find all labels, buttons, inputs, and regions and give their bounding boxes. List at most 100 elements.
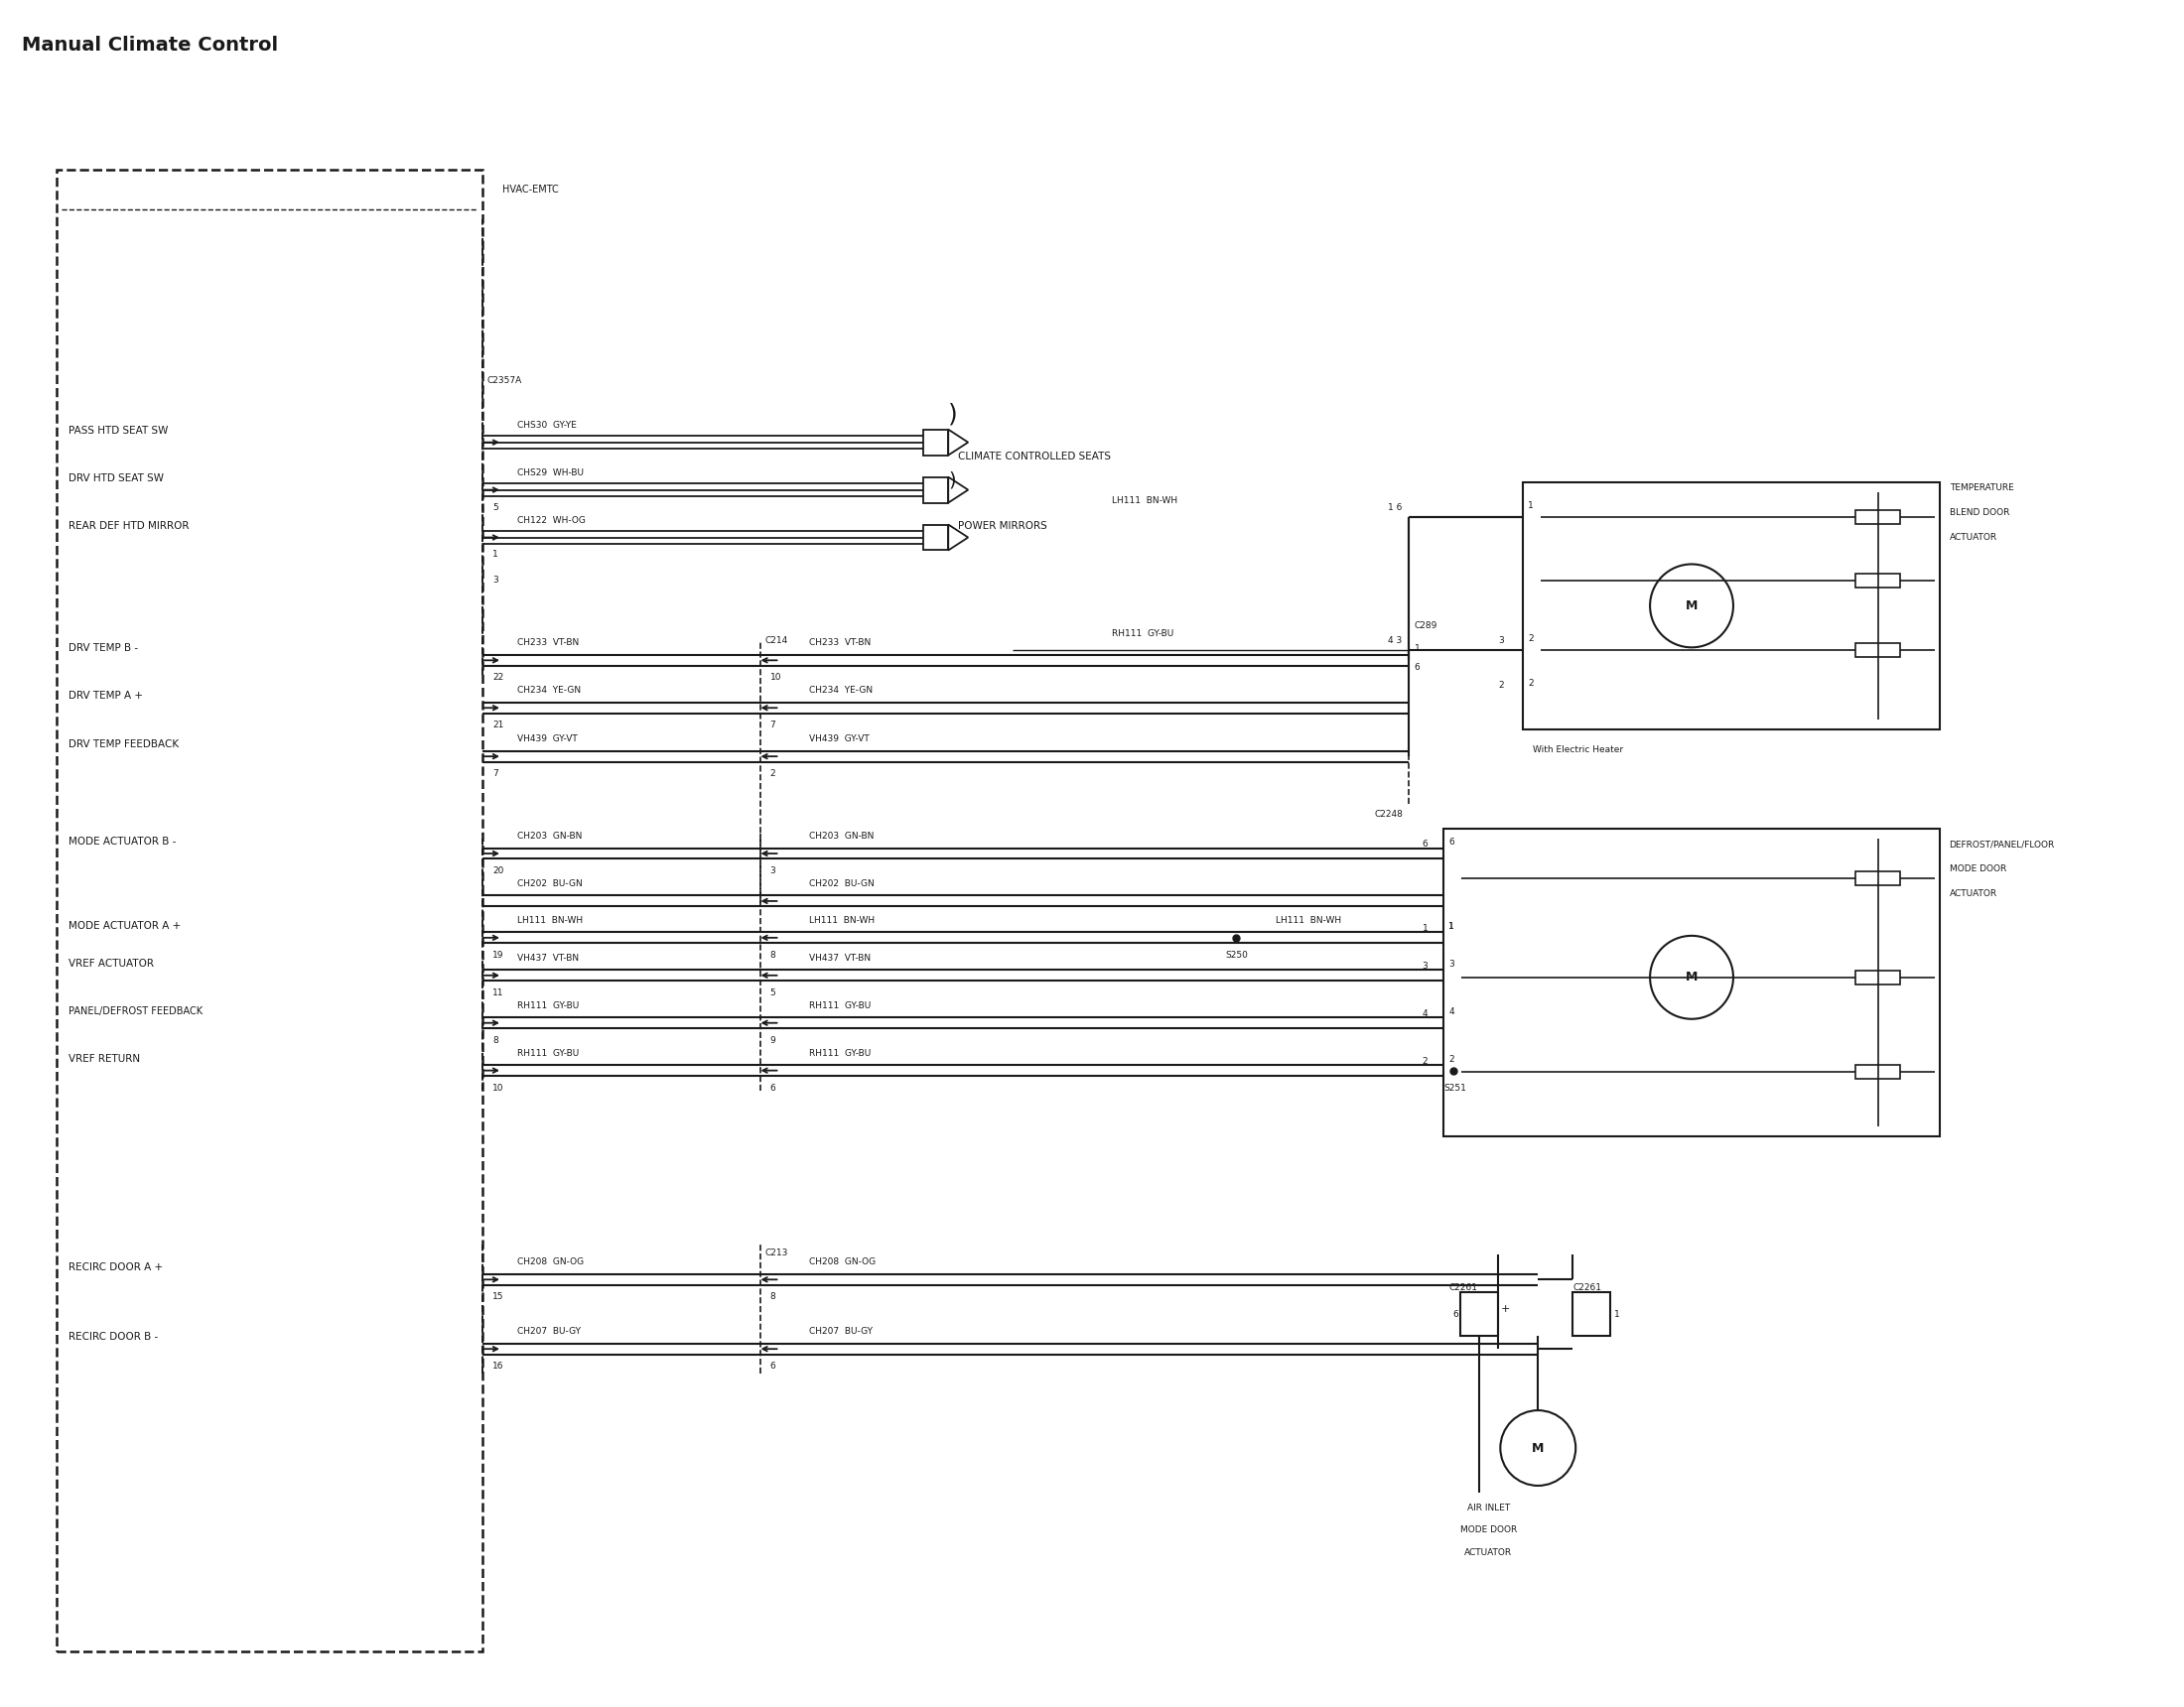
Text: MODE ACTUATOR A +: MODE ACTUATOR A + xyxy=(68,920,181,930)
Text: 3: 3 xyxy=(1498,637,1505,645)
Text: 8: 8 xyxy=(771,1292,775,1301)
Text: CH202  BU-GN: CH202 BU-GN xyxy=(810,879,876,888)
Text: VH437  VT-BN: VH437 VT-BN xyxy=(810,954,871,963)
Text: 3: 3 xyxy=(1422,961,1428,970)
Text: 1: 1 xyxy=(1422,923,1428,932)
Text: 7: 7 xyxy=(491,770,498,778)
Text: 2: 2 xyxy=(1422,1057,1428,1065)
Text: VH439  GY-VT: VH439 GY-VT xyxy=(518,734,577,744)
Text: 7: 7 xyxy=(771,720,775,729)
Text: CH203  GN-BN: CH203 GN-BN xyxy=(518,831,583,840)
Text: C214: C214 xyxy=(764,637,788,645)
Text: M: M xyxy=(1686,599,1697,613)
Bar xyxy=(1854,644,1900,657)
Text: VH437  VT-BN: VH437 VT-BN xyxy=(518,954,579,963)
Text: MODE DOOR: MODE DOOR xyxy=(1461,1526,1518,1535)
Text: RECIRC DOOR B -: RECIRC DOOR B - xyxy=(68,1331,157,1342)
Text: 10: 10 xyxy=(771,673,782,683)
Text: 2: 2 xyxy=(1498,681,1505,690)
Text: RH111  GY-BU: RH111 GY-BU xyxy=(810,1000,871,1011)
Text: RH111  GY-BU: RH111 GY-BU xyxy=(810,1048,871,1058)
Text: 20: 20 xyxy=(491,867,505,876)
Text: S250: S250 xyxy=(1225,951,1249,959)
Text: RH111  GY-BU: RH111 GY-BU xyxy=(1112,630,1173,638)
Text: 2: 2 xyxy=(771,770,775,778)
Text: 6: 6 xyxy=(1422,840,1428,848)
Text: PANEL/DEFROST FEEDBACK: PANEL/DEFROST FEEDBACK xyxy=(68,1005,203,1016)
Text: MODE ACTUATOR B -: MODE ACTUATOR B - xyxy=(68,836,175,847)
Text: 6: 6 xyxy=(1452,1311,1459,1320)
Text: CH203  GN-BN: CH203 GN-BN xyxy=(810,831,874,840)
Text: 5: 5 xyxy=(771,988,775,997)
Text: 4 3: 4 3 xyxy=(1387,637,1402,645)
Bar xyxy=(1854,574,1900,587)
Text: C213: C213 xyxy=(764,1250,788,1258)
Text: RH111  GY-BU: RH111 GY-BU xyxy=(518,1000,579,1011)
Text: CH233  VT-BN: CH233 VT-BN xyxy=(810,638,871,647)
Text: 3: 3 xyxy=(1448,959,1455,968)
Text: LH111  BN-WH: LH111 BN-WH xyxy=(810,917,876,925)
Text: CH122  WH-OG: CH122 WH-OG xyxy=(518,516,585,524)
Text: ACTUATOR: ACTUATOR xyxy=(1950,533,1996,541)
Text: DEFROST/PANEL/FLOOR: DEFROST/PANEL/FLOOR xyxy=(1950,840,2055,848)
Text: 15: 15 xyxy=(491,1292,505,1301)
Bar xyxy=(924,524,948,550)
Text: REAR DEF HTD MIRROR: REAR DEF HTD MIRROR xyxy=(68,521,188,531)
Bar xyxy=(1522,481,1939,729)
Text: DRV HTD SEAT SW: DRV HTD SEAT SW xyxy=(68,473,164,483)
Bar xyxy=(924,430,948,456)
Text: C2248: C2248 xyxy=(1374,809,1402,819)
Text: 22: 22 xyxy=(491,673,505,683)
Text: 5: 5 xyxy=(491,504,498,512)
Text: AIR INLET: AIR INLET xyxy=(1468,1504,1509,1512)
Text: CH207  BU-GY: CH207 BU-GY xyxy=(518,1326,581,1337)
Text: LH111  BN-WH: LH111 BN-WH xyxy=(1112,495,1177,505)
Text: C2261: C2261 xyxy=(1572,1284,1601,1292)
Text: 21: 21 xyxy=(491,720,505,729)
Text: CH234  YE-GN: CH234 YE-GN xyxy=(518,686,581,695)
Text: CH233  VT-BN: CH233 VT-BN xyxy=(518,638,579,647)
Text: CLIMATE CONTROLLED SEATS: CLIMATE CONTROLLED SEATS xyxy=(959,451,1112,461)
Bar xyxy=(1854,970,1900,985)
Text: 3: 3 xyxy=(491,575,498,586)
Text: C2261: C2261 xyxy=(1448,1284,1479,1292)
Text: 2: 2 xyxy=(1448,1055,1455,1063)
Text: 9: 9 xyxy=(771,1036,775,1045)
Text: MODE DOOR: MODE DOOR xyxy=(1950,864,2007,874)
Text: DRV TEMP A +: DRV TEMP A + xyxy=(68,691,142,702)
Polygon shape xyxy=(948,430,968,456)
Text: C2357A: C2357A xyxy=(487,376,522,384)
Text: ACTUATOR: ACTUATOR xyxy=(1465,1548,1511,1557)
Text: CH207  BU-GY: CH207 BU-GY xyxy=(810,1326,874,1337)
Text: 6: 6 xyxy=(771,1362,775,1371)
Text: 4: 4 xyxy=(1448,1007,1455,1016)
Text: RECIRC DOOR A +: RECIRC DOOR A + xyxy=(68,1263,162,1273)
Text: 2: 2 xyxy=(1529,635,1533,644)
Text: CH234  YE-GN: CH234 YE-GN xyxy=(810,686,874,695)
Text: 6: 6 xyxy=(1413,664,1420,673)
Text: CH202  BU-GN: CH202 BU-GN xyxy=(518,879,583,888)
Text: 19: 19 xyxy=(491,951,505,959)
Bar xyxy=(1444,828,1939,1135)
Text: C289: C289 xyxy=(1413,621,1437,630)
Text: ): ) xyxy=(948,403,959,427)
Bar xyxy=(1854,510,1900,524)
Text: VREF ACTUATOR: VREF ACTUATOR xyxy=(68,959,153,968)
Text: VREF RETURN: VREF RETURN xyxy=(68,1053,140,1063)
Text: 11: 11 xyxy=(491,988,505,997)
Text: S251: S251 xyxy=(1444,1084,1468,1092)
Text: M: M xyxy=(1686,971,1697,983)
Text: VH439  GY-VT: VH439 GY-VT xyxy=(810,734,869,744)
Text: ): ) xyxy=(948,471,957,490)
Text: PASS HTD SEAT SW: PASS HTD SEAT SW xyxy=(68,425,168,435)
Text: CH208  GN-OG: CH208 GN-OG xyxy=(810,1258,876,1267)
Text: DRV TEMP FEEDBACK: DRV TEMP FEEDBACK xyxy=(68,739,179,749)
Text: 6: 6 xyxy=(771,1084,775,1092)
Text: RH111  GY-BU: RH111 GY-BU xyxy=(518,1048,579,1058)
Text: 16: 16 xyxy=(491,1362,505,1371)
Bar xyxy=(57,169,483,1651)
Text: 6: 6 xyxy=(1448,838,1455,847)
Text: 10: 10 xyxy=(491,1084,505,1092)
Text: HVAC-EMTC: HVAC-EMTC xyxy=(502,184,559,195)
Text: DRV TEMP B -: DRV TEMP B - xyxy=(68,644,138,654)
